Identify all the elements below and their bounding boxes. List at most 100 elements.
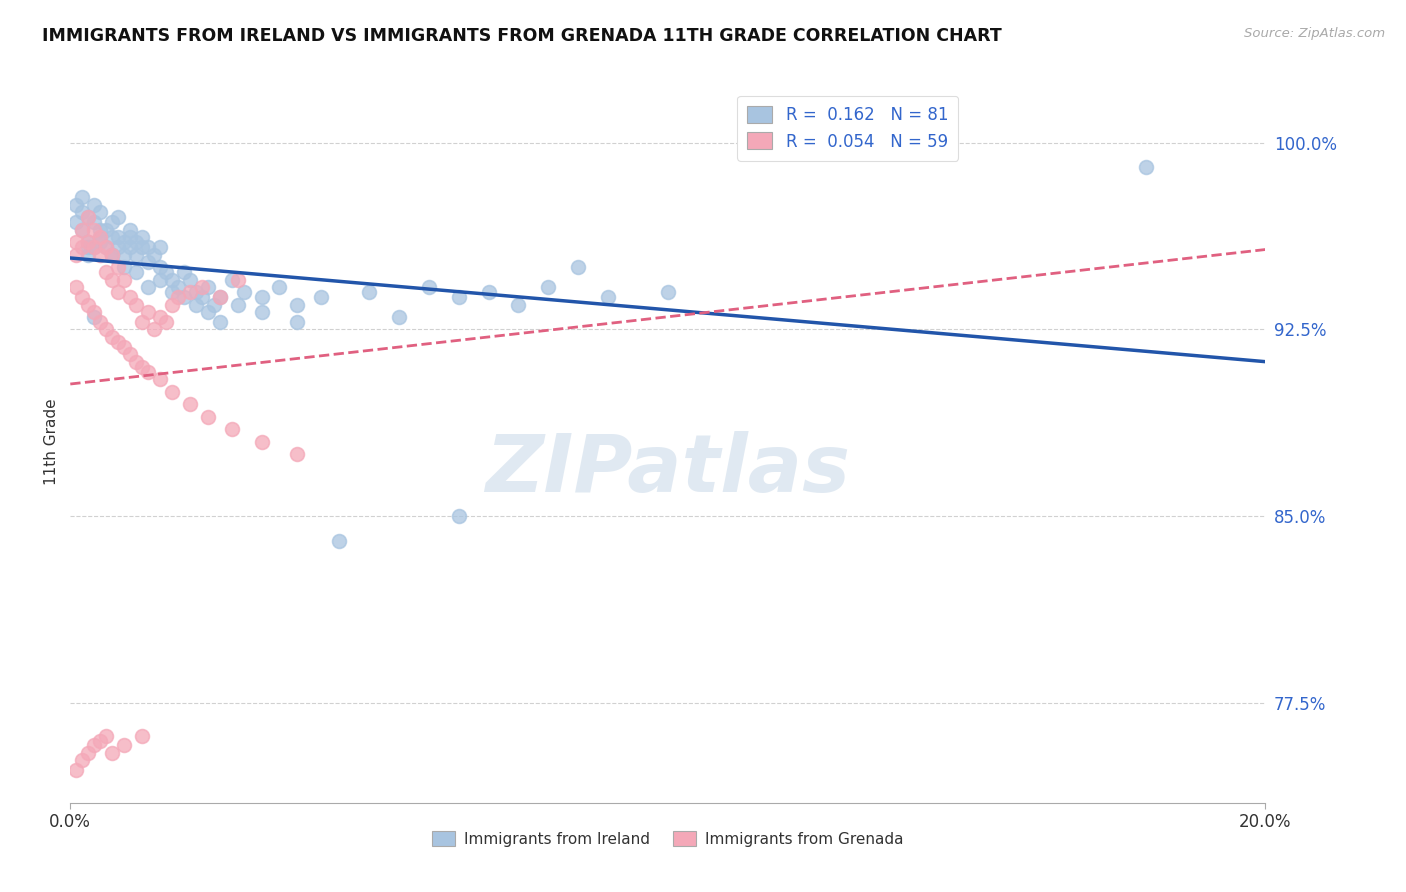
Point <box>101 215 124 229</box>
Point <box>197 305 219 319</box>
Point <box>657 285 679 299</box>
Point <box>149 272 172 286</box>
Point <box>250 305 273 319</box>
Point <box>96 223 118 237</box>
Point <box>125 235 148 250</box>
Point <box>208 290 231 304</box>
Point <box>160 285 183 299</box>
Point <box>447 509 470 524</box>
Point <box>77 211 100 225</box>
Point <box>77 240 100 254</box>
Point <box>208 290 231 304</box>
Point <box>328 534 350 549</box>
Point <box>83 215 105 229</box>
Point <box>101 746 124 760</box>
Point <box>65 215 87 229</box>
Point <box>120 240 141 254</box>
Point <box>83 310 105 324</box>
Point <box>166 280 188 294</box>
Text: Source: ZipAtlas.com: Source: ZipAtlas.com <box>1244 27 1385 40</box>
Point <box>101 248 124 262</box>
Point <box>77 235 100 250</box>
Point <box>89 205 111 219</box>
Point <box>96 240 118 254</box>
Point <box>136 305 159 319</box>
Point <box>136 240 159 254</box>
Point <box>226 297 249 311</box>
Point <box>112 260 135 274</box>
Point <box>112 739 135 753</box>
Point <box>120 230 141 244</box>
Point <box>89 733 111 747</box>
Point <box>70 205 93 219</box>
Point <box>131 315 153 329</box>
Point <box>77 746 100 760</box>
Point <box>197 280 219 294</box>
Point <box>65 235 87 250</box>
Point <box>65 280 87 294</box>
Text: ZIPatlas: ZIPatlas <box>485 432 851 509</box>
Point <box>107 240 129 254</box>
Point <box>478 285 501 299</box>
Point <box>1135 161 1157 175</box>
Point <box>173 290 195 304</box>
Legend: Immigrants from Ireland, Immigrants from Grenada: Immigrants from Ireland, Immigrants from… <box>426 825 910 853</box>
Point <box>96 240 118 254</box>
Point <box>89 230 111 244</box>
Point <box>143 248 166 262</box>
Point <box>112 272 135 286</box>
Point <box>191 280 214 294</box>
Point <box>537 280 560 294</box>
Point <box>149 372 172 386</box>
Point <box>287 297 309 311</box>
Point <box>191 290 214 304</box>
Point <box>567 260 589 274</box>
Point <box>418 280 440 294</box>
Point <box>83 223 105 237</box>
Point <box>107 211 129 225</box>
Point <box>149 260 172 274</box>
Point <box>160 297 183 311</box>
Point <box>125 265 148 279</box>
Point <box>131 359 153 374</box>
Point <box>136 365 159 379</box>
Point <box>269 280 291 294</box>
Point <box>250 290 273 304</box>
Point <box>221 422 243 436</box>
Point <box>202 297 225 311</box>
Point <box>221 272 243 286</box>
Point <box>107 260 129 274</box>
Point <box>155 315 177 329</box>
Point <box>101 230 124 244</box>
Point <box>107 334 129 349</box>
Point <box>96 729 118 743</box>
Point <box>70 240 93 254</box>
Point <box>250 434 273 449</box>
Point <box>120 223 141 237</box>
Point <box>131 240 153 254</box>
Point <box>101 272 124 286</box>
Point <box>508 297 530 311</box>
Point <box>226 272 249 286</box>
Point <box>287 447 309 461</box>
Point <box>125 355 148 369</box>
Point <box>208 315 231 329</box>
Point <box>112 340 135 354</box>
Point <box>120 347 141 361</box>
Point <box>160 272 183 286</box>
Point <box>166 290 188 304</box>
Point <box>96 265 118 279</box>
Point <box>160 384 183 399</box>
Point <box>77 297 100 311</box>
Point <box>89 235 111 250</box>
Point <box>70 223 93 237</box>
Point <box>83 240 105 254</box>
Point <box>77 235 100 250</box>
Point <box>232 285 254 299</box>
Point <box>179 285 201 299</box>
Point <box>65 198 87 212</box>
Point <box>83 305 105 319</box>
Point <box>101 248 124 262</box>
Point <box>107 230 129 244</box>
Point <box>65 248 87 262</box>
